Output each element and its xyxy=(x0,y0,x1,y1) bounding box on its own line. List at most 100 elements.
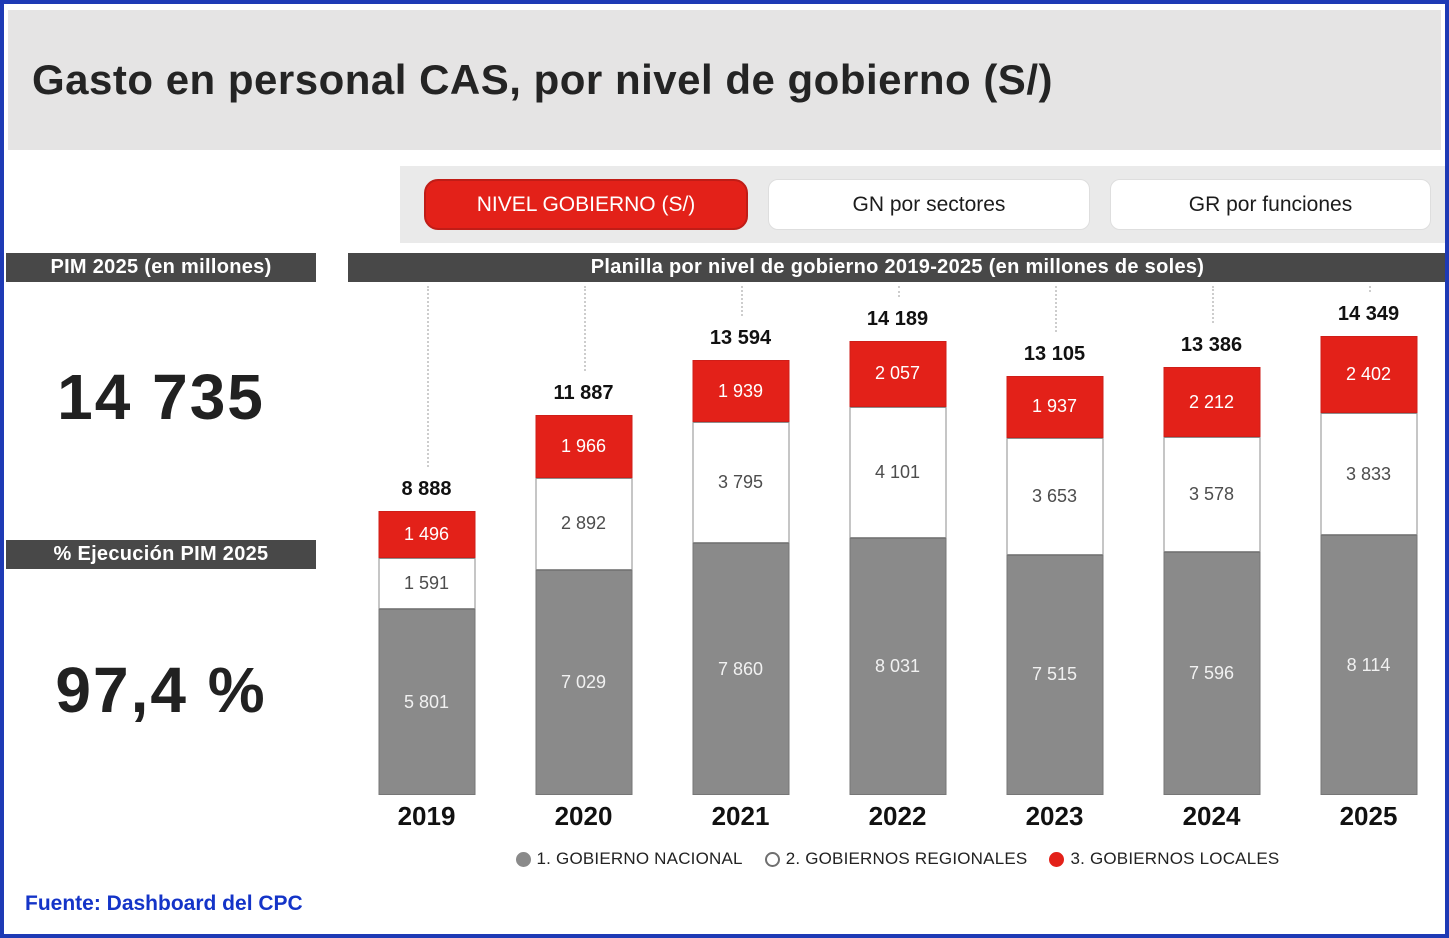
bar-segment-gobiernos-regionales-2020[interactable]: 2 892 xyxy=(535,477,632,571)
tab-nivel-gobierno-label: NIVEL GOBIERNO (S/) xyxy=(476,192,696,216)
bar-segment-gobiernos-regionales-2022[interactable]: 4 101 xyxy=(849,406,946,539)
total-label-2023: 13 105 xyxy=(1023,342,1086,365)
bar-segment-gobierno-nacional-2020[interactable]: 7 029 xyxy=(535,570,632,795)
legend-dot-gobierno-nacional-icon xyxy=(515,851,531,867)
segment-value-label: 2 212 xyxy=(1188,391,1235,412)
tab-gn-por-sectores[interactable]: GN por sectores xyxy=(768,179,1090,230)
bar-segment-gobiernos-locales-2024[interactable]: 2 212 xyxy=(1163,366,1260,438)
tab-strip: NIVEL GOBIERNO (S/) GN por sectores GR p… xyxy=(400,166,1445,243)
x-axis-label-2024: 2024 xyxy=(1182,801,1241,831)
segment-value-label: 3 833 xyxy=(1345,463,1392,484)
legend-dot-gobiernos-regionales-icon xyxy=(764,851,780,867)
bar-segment-gobiernos-locales-2020[interactable]: 1 966 xyxy=(535,414,632,478)
legend-item-gobierno-nacional: 1. GOBIERNO NACIONAL xyxy=(515,849,743,869)
legend-dot-gobiernos-locales-icon xyxy=(1049,851,1065,867)
bar-segment-gobiernos-locales-2021[interactable]: 1 939 xyxy=(692,360,789,423)
kpi-pim-label: PIM 2025 (en millones) xyxy=(6,253,316,282)
stacked-bar-2019: 1 496 1 591 5 801 xyxy=(378,510,475,795)
segment-value-label: 3 795 xyxy=(717,472,764,493)
bar-segment-gobierno-nacional-2019[interactable]: 5 801 xyxy=(378,609,475,795)
total-label-2020: 11 887 xyxy=(553,381,614,404)
bar-column-2024: 13 386 2 212 3 578 7 596 xyxy=(1133,282,1290,795)
bar-segment-gobierno-nacional-2024[interactable]: 7 596 xyxy=(1163,551,1260,795)
guide-line-2025 xyxy=(1368,286,1371,292)
total-label-2024: 13 386 xyxy=(1180,333,1243,356)
bar-segment-gobiernos-regionales-2019[interactable]: 1 591 xyxy=(378,558,475,610)
tab-gn-por-sectores-label: GN por sectores xyxy=(852,192,1006,216)
segment-value-label: 5 801 xyxy=(403,691,450,712)
kpi-pim-value: 14 735 xyxy=(57,361,265,433)
stacked-bar-2023: 1 937 3 653 7 515 xyxy=(1006,375,1103,795)
bar-segment-gobierno-nacional-2021[interactable]: 7 860 xyxy=(692,543,789,795)
legend-label-gobiernos-locales: 3. GOBIERNOS LOCALES xyxy=(1070,849,1280,868)
segment-value-label: 3 653 xyxy=(1031,485,1078,506)
segment-value-label: 2 057 xyxy=(874,363,921,384)
segment-value-label: 2 892 xyxy=(560,513,607,534)
bar-column-2025: 14 349 2 402 3 833 8 114 xyxy=(1290,282,1445,795)
bar-segment-gobiernos-locales-2022[interactable]: 2 057 xyxy=(849,340,946,407)
plot-area: 8 888 1 496 1 591 5 801 11 887 1 966 2 892 7 02… xyxy=(348,282,1445,795)
guide-line-2021 xyxy=(740,286,743,316)
total-label-2019: 8 888 xyxy=(401,477,452,500)
segment-value-label: 2 402 xyxy=(1345,363,1392,384)
x-axis-label-2019: 2019 xyxy=(397,801,456,831)
guide-line-2020 xyxy=(583,286,586,371)
bar-segment-gobierno-nacional-2025[interactable]: 8 114 xyxy=(1320,535,1417,795)
legend-label-gobiernos-regionales: 2. GOBIERNOS REGIONALES xyxy=(785,849,1028,868)
total-label-2025: 14 349 xyxy=(1337,302,1400,325)
guide-line-2019 xyxy=(426,286,429,467)
total-label-2022: 14 189 xyxy=(866,307,929,330)
bar-segment-gobiernos-locales-2025[interactable]: 2 402 xyxy=(1320,335,1417,413)
stacked-bar-2024: 2 212 3 578 7 596 xyxy=(1163,366,1260,795)
bar-segment-gobierno-nacional-2023[interactable]: 7 515 xyxy=(1006,554,1103,795)
segment-value-label: 8 114 xyxy=(1346,654,1391,675)
x-axis-label-2020: 2020 xyxy=(554,801,613,831)
bar-segment-gobierno-nacional-2022[interactable]: 8 031 xyxy=(849,538,946,795)
x-axis-label-2023: 2023 xyxy=(1025,801,1084,831)
guide-line-2024 xyxy=(1211,286,1214,323)
kpi-ejecucion-value: 97,4 % xyxy=(55,654,267,726)
stacked-bar-2021: 1 939 3 795 7 860 xyxy=(692,360,789,795)
bar-column-2021: 13 594 1 939 3 795 7 860 xyxy=(662,282,819,795)
source-note: Fuente: Dashboard del CPC xyxy=(25,892,303,915)
segment-value-label: 1 966 xyxy=(560,435,607,456)
segment-value-label: 3 578 xyxy=(1188,484,1235,505)
bar-segment-gobiernos-regionales-2021[interactable]: 3 795 xyxy=(692,422,789,544)
bar-column-2023: 13 105 1 937 3 653 7 515 xyxy=(976,282,1133,795)
segment-value-label: 7 860 xyxy=(717,658,764,679)
segment-value-label: 7 596 xyxy=(1188,662,1235,683)
x-axis-label-2021: 2021 xyxy=(711,801,770,831)
segment-value-label: 1 496 xyxy=(403,524,450,545)
segment-value-label: 1 591 xyxy=(403,573,450,594)
segment-value-label: 1 939 xyxy=(717,380,764,401)
total-label-2021: 13 594 xyxy=(709,327,772,349)
title-bar: Gasto en personal CAS, por nivel de gobi… xyxy=(8,10,1441,150)
segment-value-label: 8 031 xyxy=(874,656,921,676)
bar-segment-gobiernos-regionales-2023[interactable]: 3 653 xyxy=(1006,437,1103,555)
x-axis-label-2022: 2022 xyxy=(868,801,927,831)
segment-value-label: 1 937 xyxy=(1031,396,1078,417)
segment-value-label: 7 515 xyxy=(1031,664,1078,685)
guide-line-2023 xyxy=(1054,286,1057,332)
bar-column-2020: 11 887 1 966 2 892 7 029 xyxy=(505,282,662,795)
x-axis-labels: 2019 2020 2021 2022 2023 2024 2025 xyxy=(348,801,1445,832)
stacked-bar-2022: 2 057 4 101 8 031 xyxy=(849,340,946,795)
bar-segment-gobiernos-locales-2019[interactable]: 1 496 xyxy=(378,510,475,559)
tab-gr-por-funciones[interactable]: GR por funciones xyxy=(1110,179,1431,230)
legend-item-gobiernos-locales: 3. GOBIERNOS LOCALES xyxy=(1049,849,1279,869)
bar-segment-gobiernos-regionales-2024[interactable]: 3 578 xyxy=(1163,437,1260,552)
kpi-ejecucion-label: % Ejecución PIM 2025 xyxy=(6,540,316,569)
tab-nivel-gobierno[interactable]: NIVEL GOBIERNO (S/) xyxy=(424,179,748,230)
bar-segment-gobiernos-locales-2023[interactable]: 1 937 xyxy=(1006,375,1103,438)
bar-segment-gobiernos-regionales-2025[interactable]: 3 833 xyxy=(1320,412,1417,536)
segment-value-label: 4 101 xyxy=(874,461,921,482)
chart-legend: 1. GOBIERNO NACIONAL 2. GOBIERNOS REGION… xyxy=(348,849,1445,869)
bar-column-2022: 14 189 2 057 4 101 8 031 xyxy=(819,282,976,795)
segment-value-label: 7 029 xyxy=(560,672,607,693)
x-axis-label-2025: 2025 xyxy=(1339,801,1398,831)
legend-label-gobierno-nacional: 1. GOBIERNO NACIONAL xyxy=(536,849,743,868)
legend-item-gobiernos-regionales: 2. GOBIERNOS REGIONALES xyxy=(764,849,1028,869)
stacked-bar-2025: 2 402 3 833 8 114 xyxy=(1320,335,1417,795)
stacked-bar-2020: 1 966 2 892 7 029 xyxy=(535,414,632,795)
